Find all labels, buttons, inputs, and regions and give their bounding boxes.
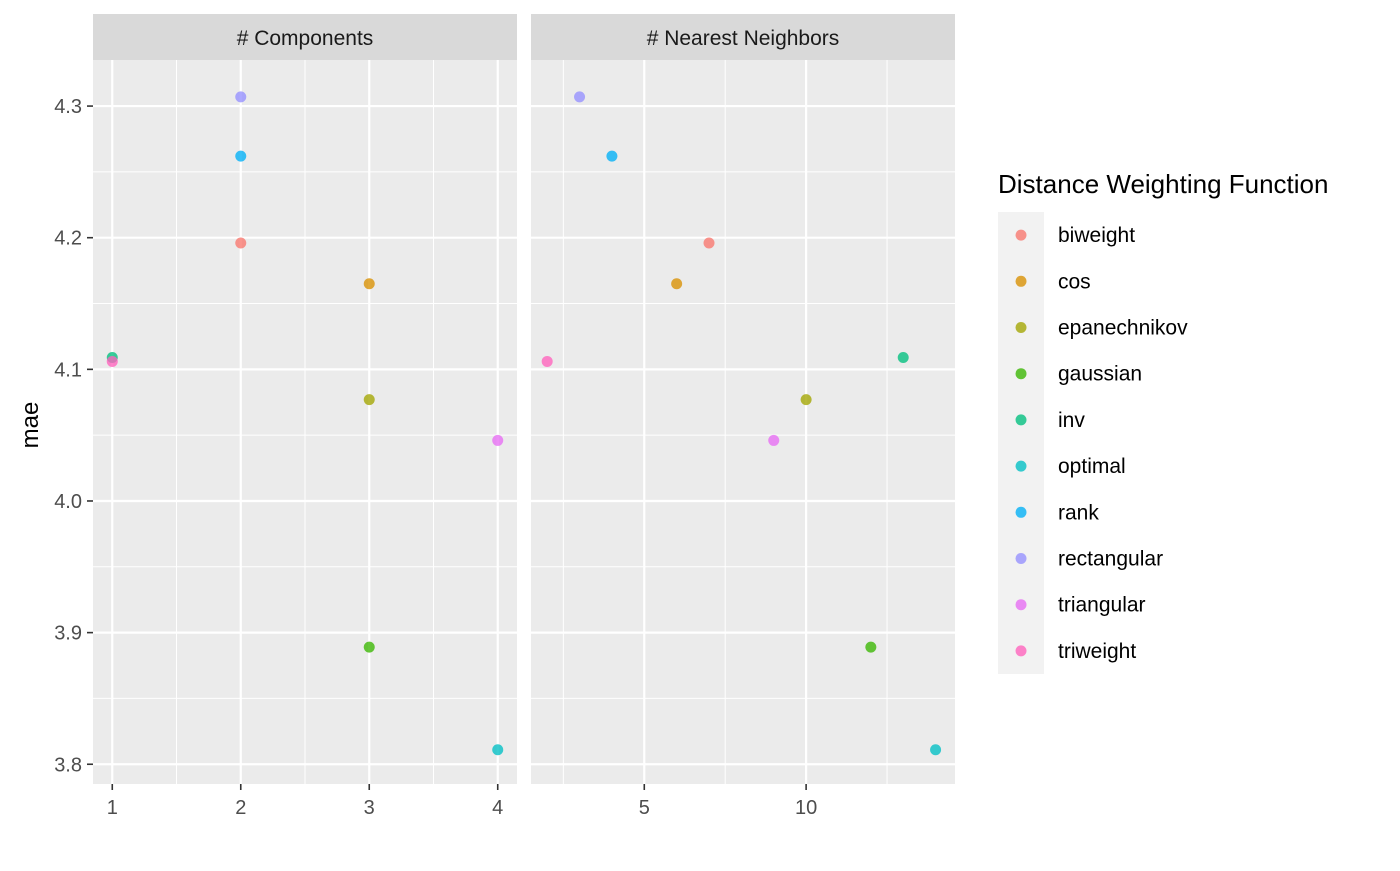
y-axis-title: mae xyxy=(17,402,44,449)
y-tick-label: 4.3 xyxy=(54,96,82,118)
facet-strip xyxy=(531,14,955,60)
facet-strip-title: # Nearest Neighbors xyxy=(647,27,840,50)
y-tick-label: 3.8 xyxy=(54,754,82,776)
data-point-rectangular xyxy=(235,91,247,103)
data-point-gaussian xyxy=(865,641,877,653)
legend-key-triweight xyxy=(1015,645,1027,657)
facet-strip xyxy=(93,14,517,60)
data-point-inv xyxy=(897,351,909,363)
legend-key-rank xyxy=(1015,506,1027,518)
x-tick-label: 3 xyxy=(364,797,375,819)
legend-key-biweight xyxy=(1015,229,1027,241)
data-point-rank xyxy=(235,150,247,162)
data-point-cos xyxy=(671,278,683,290)
y-tick-label: 4.2 xyxy=(54,228,82,250)
legend-label: triangular xyxy=(1058,594,1146,617)
legend-key-cos xyxy=(1015,275,1027,287)
data-point-epanechnikov xyxy=(800,394,812,406)
legend-key-gaussian xyxy=(1015,368,1027,380)
legend-key-triangular xyxy=(1015,599,1027,611)
x-tick-label: 1 xyxy=(107,797,118,819)
x-tick-label: 4 xyxy=(492,797,503,819)
y-tick-label: 3.9 xyxy=(54,623,82,645)
data-point-gaussian xyxy=(363,641,375,653)
data-point-cos xyxy=(363,278,375,290)
legend-label: gaussian xyxy=(1058,363,1142,386)
legend: Distance Weighting Function biweight cos e… xyxy=(998,169,1328,674)
x-tick-label: 2 xyxy=(235,797,246,819)
legend-label: rectangular xyxy=(1058,548,1163,571)
data-point-optimal xyxy=(492,744,504,756)
legend-label: inv xyxy=(1058,409,1085,432)
legend-key-rectangular xyxy=(1015,553,1027,564)
legend-title: Distance Weighting Function xyxy=(998,169,1328,199)
y-tick-label: 4.1 xyxy=(54,359,82,381)
data-point-optimal xyxy=(930,744,942,756)
data-point-epanechnikov xyxy=(363,394,375,406)
legend-key-background xyxy=(998,212,1044,674)
panels-layer: # Components 1 2 3 4 # Nearest Neighbors 5 10 xyxy=(93,14,955,819)
panel-background xyxy=(531,60,955,784)
data-point-rectangular xyxy=(574,91,586,103)
legend-key-inv xyxy=(1015,414,1027,426)
legend-label: epanechnikov xyxy=(1058,317,1188,340)
facet-panel: # Components 1 2 3 4 xyxy=(93,14,517,819)
data-point-rank xyxy=(606,150,618,162)
data-point-triangular xyxy=(492,434,504,446)
legend-label: cos xyxy=(1058,270,1091,293)
facet-panel: # Nearest Neighbors 5 10 xyxy=(531,14,955,819)
facet-strip-title: # Components xyxy=(237,27,374,50)
legend-label: optimal xyxy=(1058,455,1126,478)
y-axis: 3.8 3.9 4.0 4.1 4.2 4.3 xyxy=(54,96,93,776)
data-point-triangular xyxy=(768,434,780,446)
x-tick-label: 5 xyxy=(639,797,650,819)
legend-label: triweight xyxy=(1058,640,1136,663)
data-point-biweight xyxy=(235,237,247,249)
data-point-triweight xyxy=(541,355,553,367)
data-point-biweight xyxy=(703,237,715,249)
y-tick-label: 4.0 xyxy=(54,491,82,513)
data-point-triweight xyxy=(106,355,118,367)
legend-label: rank xyxy=(1058,501,1099,524)
legend-label: biweight xyxy=(1058,224,1135,247)
x-tick-label: 10 xyxy=(795,797,817,819)
legend-key-optimal xyxy=(1015,460,1027,472)
legend-key-epanechnikov xyxy=(1015,322,1027,333)
